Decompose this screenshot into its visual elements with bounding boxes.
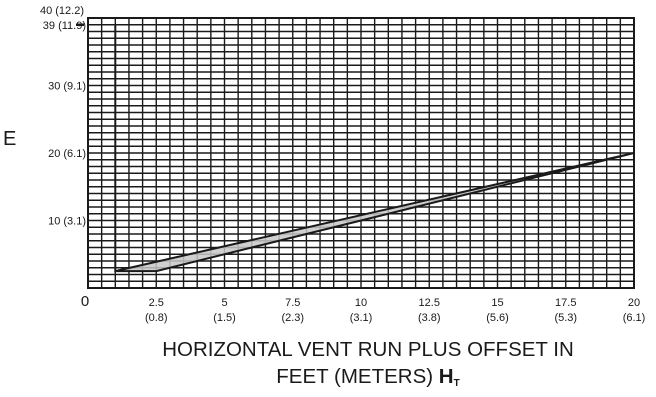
x-tick-label: 17.5 — [555, 297, 576, 309]
y-tick-labels: 10 (3.1) 20 (6.1) 30 (9.1) 39 (11.9) 40 (12.… — [40, 5, 86, 228]
x-axis-label-line2: FEET (METERS) HT — [88, 363, 648, 397]
y-tick-label: 40 (12.2) — [40, 5, 84, 17]
y-tick-label: 30 (9.1) — [48, 81, 86, 93]
x-tick-sublabel: (6.1) — [623, 312, 646, 324]
x-tick-label: 10 — [355, 297, 367, 309]
x-axis-label: HORIZONTAL VENT RUN PLUS OFFSET IN FEET … — [88, 336, 648, 397]
y-axis-label-fragment: E — [3, 128, 17, 150]
x-tick-label: 12.5 — [419, 297, 440, 309]
x-axis-label-symbol: H — [438, 365, 454, 388]
x-tick-sublabel: (0.8) — [145, 312, 168, 324]
x-tick-label: 15 — [491, 297, 503, 309]
y-tick-label: 10 (3.1) — [48, 216, 86, 228]
x-tick-label: 20 — [628, 297, 640, 309]
x-tick-label: 7.5 — [285, 297, 300, 309]
x-axis-label-line1: HORIZONTAL VENT RUN PLUS OFFSET IN — [162, 338, 574, 361]
plot-frame — [87, 17, 635, 289]
x-tick-label: 5 — [221, 297, 227, 309]
x-tick-labels: 0 2.5 (0.8) 5 (1.5) 7.5 (2.3) 10 (3.1) 12.5 (3.8) 1… — [81, 293, 645, 324]
x-tick-label: 0 — [81, 293, 89, 310]
x-tick-sublabel: (5.6) — [486, 312, 509, 324]
x-tick-sublabel: (3.8) — [418, 312, 441, 324]
grid — [88, 18, 634, 288]
x-tick-sublabel: (5.3) — [554, 312, 577, 324]
x-tick-sublabel: (2.3) — [281, 312, 304, 324]
x-axis-label-units: FEET (METERS) — [276, 365, 434, 388]
x-tick-sublabel: (3.1) — [350, 312, 373, 324]
y-tick-label: 39 (11.9) — [43, 20, 86, 32]
y-tick-label: 20 (6.1) — [48, 148, 86, 160]
x-tick-sublabel: (1.5) — [213, 312, 236, 324]
acceptable-region — [114, 24, 635, 273]
x-axis-label-subscript: T — [453, 378, 460, 389]
x-tick-label: 2.5 — [149, 297, 164, 309]
